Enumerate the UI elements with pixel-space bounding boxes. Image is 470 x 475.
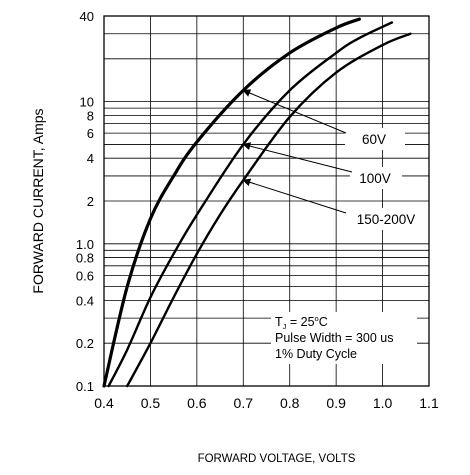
y-tick-label: 0.6 — [76, 268, 94, 283]
series-curve-100v — [107, 21, 394, 388]
series-label: 100V — [359, 171, 391, 186]
y-tick-label: 40 — [80, 9, 94, 24]
callout-arrow — [242, 89, 347, 134]
y-tick-label: 0.2 — [76, 336, 94, 351]
y-tick-label: 10 — [80, 95, 94, 110]
y-tick-label: 2 — [87, 194, 94, 209]
y-tick-label: 0.1 — [76, 379, 94, 394]
x-tick-label: 1.1 — [419, 395, 439, 411]
x-tick-label: 0.6 — [187, 395, 207, 411]
x-tick-label: 0.7 — [234, 395, 254, 411]
x-tick-label: 0.5 — [141, 395, 161, 411]
callout-arrow — [242, 142, 353, 173]
series-label: 60V — [362, 132, 386, 147]
series-curve-60v — [102, 17, 361, 388]
annotation-background — [271, 312, 417, 364]
y-axis-title: FORWARD CURRENT, Amps — [30, 108, 46, 293]
callout-background — [345, 128, 405, 150]
annotation-tj: TJ = 25oC — [275, 314, 328, 331]
x-tick-label: 0.9 — [326, 395, 346, 411]
y-tick-label: 0.4 — [76, 293, 94, 308]
y-tick-label: 6 — [87, 126, 94, 141]
conditions-annotation: TJ = 25oC Pulse Width = 300 us 1% Duty C… — [271, 312, 417, 364]
y-tick-label: 4 — [87, 151, 94, 166]
x-axis-title: FORWARD VOLTAGE, VOLTS — [198, 453, 356, 465]
plot-area-frame — [103, 15, 430, 387]
series-curve-150-200v — [126, 32, 412, 388]
series-label: 150-200V — [357, 212, 416, 227]
x-tick-label: 0.8 — [280, 395, 300, 411]
callout-background — [350, 167, 402, 189]
annotation-pulse-width: Pulse Width = 300 us — [275, 331, 393, 345]
y-tick-label: 1.0 — [76, 237, 94, 252]
series-curves — [102, 17, 412, 388]
x-tick-label: 1.0 — [373, 395, 393, 411]
callout-arrow — [242, 178, 347, 214]
x-tick-label: 0.4 — [94, 395, 114, 411]
tick-labels: 0.4 0.5 0.6 0.7 0.8 0.9 1.0 1.10.10.20.40.60.81… — [76, 9, 439, 411]
y-tick-label: 0.8 — [76, 251, 94, 266]
series-callouts: 60V 100V 150-200V — [242, 89, 428, 230]
callout-background — [344, 208, 428, 230]
y-tick-label: 8 — [87, 108, 94, 123]
annotation-duty-cycle: 1% Duty Cycle — [275, 347, 357, 361]
